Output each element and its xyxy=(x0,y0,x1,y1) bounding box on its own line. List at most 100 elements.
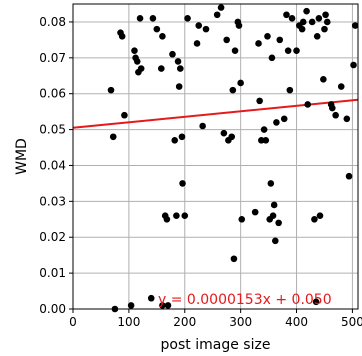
data-point xyxy=(270,201,278,209)
data-point xyxy=(251,208,259,216)
data-point xyxy=(238,215,246,223)
data-point xyxy=(217,4,225,11)
data-point xyxy=(107,86,115,94)
data-point xyxy=(332,111,339,119)
data-point xyxy=(159,32,166,40)
y-tick-label: 0.06 xyxy=(39,87,66,101)
y-tick-label: 0.08 xyxy=(39,15,66,29)
data-point xyxy=(173,212,180,220)
x-axis-ticks: 0 100 200 300 400 500 xyxy=(69,309,362,329)
data-point xyxy=(175,83,183,90)
data-point xyxy=(343,115,351,123)
data-point xyxy=(220,129,228,137)
fit-equation-annotation: y = 0.0000153x + 0.050 xyxy=(158,292,332,308)
data-point xyxy=(312,298,320,306)
data-point xyxy=(313,32,321,40)
y-axis-label: WMD xyxy=(14,138,30,175)
data-point xyxy=(223,36,230,44)
data-point xyxy=(199,122,206,130)
y-tick-label: 0.00 xyxy=(39,302,66,316)
data-point xyxy=(171,137,179,144)
data-point xyxy=(229,86,237,94)
data-point xyxy=(345,172,353,180)
x-tick-label: 500 xyxy=(341,315,362,329)
data-point xyxy=(176,65,184,72)
grid-lines xyxy=(72,4,358,310)
data-point xyxy=(109,133,117,141)
data-point xyxy=(262,137,270,144)
y-tick-label: 0.03 xyxy=(39,194,66,208)
data-point xyxy=(293,47,300,54)
data-point xyxy=(273,119,280,126)
data-points xyxy=(107,4,359,313)
data-point xyxy=(255,40,262,47)
data-point xyxy=(256,97,263,105)
data-point xyxy=(267,180,275,187)
data-point xyxy=(268,54,276,62)
y-tick-label: 0.02 xyxy=(39,230,66,244)
x-axis-label: post image size xyxy=(161,337,271,353)
data-point xyxy=(231,47,239,54)
data-point xyxy=(137,65,145,72)
data-point xyxy=(164,302,172,309)
data-point xyxy=(153,25,161,33)
data-point xyxy=(316,212,324,220)
data-point xyxy=(181,212,189,220)
y-tick-label: 0.04 xyxy=(39,158,66,172)
data-point xyxy=(323,18,331,26)
data-point xyxy=(260,126,268,133)
data-point xyxy=(193,40,201,47)
x-tick-label: 300 xyxy=(229,315,252,329)
data-point xyxy=(228,133,236,141)
data-point xyxy=(337,83,345,90)
x-tick-label: 0 xyxy=(69,315,77,329)
data-point xyxy=(308,18,316,26)
x-tick-label: 400 xyxy=(285,315,308,329)
data-point xyxy=(178,133,186,141)
data-point xyxy=(131,47,138,54)
data-point xyxy=(299,18,307,26)
data-point xyxy=(136,15,144,22)
data-point xyxy=(351,22,359,29)
data-point xyxy=(321,25,328,33)
data-point xyxy=(147,294,155,302)
data-point xyxy=(230,255,238,263)
data-point xyxy=(133,58,141,65)
data-point xyxy=(149,15,157,22)
y-tick-label: 0.01 xyxy=(39,266,66,280)
data-point xyxy=(237,79,244,87)
data-point xyxy=(288,15,296,22)
data-point xyxy=(283,11,290,19)
plot-frame xyxy=(72,3,359,310)
data-point xyxy=(276,36,284,44)
data-point xyxy=(118,32,126,40)
data-point xyxy=(264,32,271,40)
data-point xyxy=(322,11,329,19)
x-tick-label: 100 xyxy=(117,315,140,329)
x-tick-label: 200 xyxy=(173,315,196,329)
data-point xyxy=(303,7,310,15)
data-point xyxy=(163,215,171,223)
data-point xyxy=(271,237,279,245)
data-point xyxy=(121,111,128,119)
data-point xyxy=(235,22,243,29)
data-point xyxy=(195,22,203,29)
y-axis-ticks: 0.00 0.01 0.02 0.03 0.04 0.05 0.06 0.07 0.08 xyxy=(39,15,73,316)
fit-line xyxy=(72,98,359,129)
data-point xyxy=(269,212,277,220)
data-point xyxy=(286,86,294,94)
data-point xyxy=(174,58,182,65)
data-point xyxy=(284,47,292,54)
data-point xyxy=(157,65,165,72)
y-tick-label: 0.05 xyxy=(39,123,66,137)
data-point xyxy=(179,180,186,187)
data-point xyxy=(311,215,318,223)
data-point xyxy=(202,25,210,33)
data-point xyxy=(328,104,336,112)
y-tick-label: 0.07 xyxy=(39,51,66,65)
data-point xyxy=(169,50,176,58)
data-point xyxy=(315,15,323,22)
data-point xyxy=(275,219,282,227)
data-point xyxy=(184,15,191,22)
